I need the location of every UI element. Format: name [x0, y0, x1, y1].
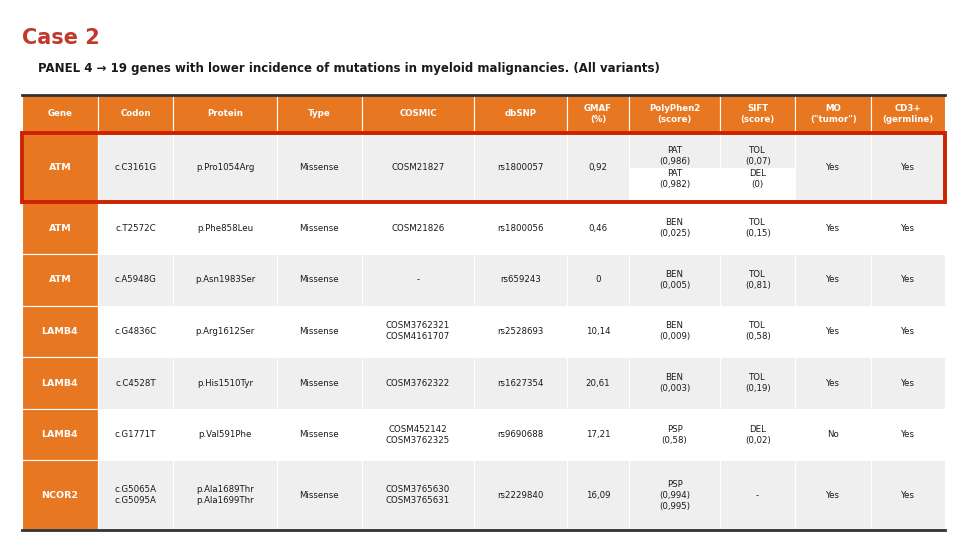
Bar: [796, 461, 871, 530]
Text: Yes: Yes: [827, 327, 840, 336]
Text: LAMB4: LAMB4: [41, 379, 78, 388]
Bar: [720, 357, 796, 409]
Bar: [362, 254, 474, 306]
Bar: [720, 306, 796, 357]
Bar: [174, 461, 276, 530]
Text: COSM21827: COSM21827: [392, 163, 444, 172]
Bar: [276, 202, 362, 254]
Text: p.Phe858Leu: p.Phe858Leu: [197, 224, 253, 233]
Text: Yes: Yes: [827, 491, 840, 500]
Bar: [276, 306, 362, 357]
Bar: [98, 202, 174, 254]
Text: rs1627354: rs1627354: [497, 379, 543, 388]
Bar: [362, 202, 474, 254]
Bar: [720, 167, 796, 202]
Text: c.G5065A
c.G5095A: c.G5065A c.G5095A: [114, 485, 156, 505]
Bar: [174, 357, 276, 409]
Bar: [98, 254, 174, 306]
Text: Missense: Missense: [300, 379, 339, 388]
Bar: [871, 409, 945, 461]
Bar: [22, 133, 945, 202]
Bar: [22, 306, 98, 357]
Text: COSM3762322: COSM3762322: [386, 379, 450, 388]
Text: Yes: Yes: [901, 224, 915, 233]
Bar: [566, 95, 630, 133]
Bar: [22, 461, 98, 530]
Bar: [174, 409, 276, 461]
Bar: [276, 357, 362, 409]
Text: rs2229840: rs2229840: [497, 491, 543, 500]
Text: -: -: [417, 275, 420, 284]
Text: MO
("tumor"): MO ("tumor"): [810, 104, 856, 124]
Text: Yes: Yes: [827, 224, 840, 233]
Bar: [630, 306, 720, 357]
Text: Case 2: Case 2: [22, 28, 100, 48]
Bar: [276, 254, 362, 306]
Bar: [871, 133, 945, 202]
Text: 20,61: 20,61: [586, 379, 611, 388]
Text: c.C4528T: c.C4528T: [115, 379, 156, 388]
Bar: [98, 461, 174, 530]
Bar: [276, 461, 362, 530]
Text: Protein: Protein: [207, 110, 243, 118]
Bar: [720, 409, 796, 461]
Text: c.T2572C: c.T2572C: [115, 224, 156, 233]
Bar: [474, 133, 566, 202]
Text: PolyPhen2
(score): PolyPhen2 (score): [649, 104, 700, 124]
Text: rs1800057: rs1800057: [497, 163, 543, 172]
Text: LAMB4: LAMB4: [41, 430, 78, 439]
Text: PAT
(0,986)
PAT
(0,982): PAT (0,986) PAT (0,982): [659, 146, 690, 188]
Bar: [362, 357, 474, 409]
Text: Gene: Gene: [47, 110, 72, 118]
Bar: [174, 202, 276, 254]
Text: Missense: Missense: [300, 491, 339, 500]
Bar: [566, 461, 630, 530]
Bar: [566, 306, 630, 357]
Text: c.G1771T: c.G1771T: [115, 430, 156, 439]
Text: 0: 0: [595, 275, 601, 284]
Text: -: -: [756, 491, 759, 500]
Text: Yes: Yes: [827, 275, 840, 284]
Text: Type: Type: [308, 110, 330, 118]
Bar: [474, 95, 566, 133]
Bar: [22, 254, 98, 306]
Bar: [630, 202, 720, 254]
Text: Missense: Missense: [300, 327, 339, 336]
Text: BEN
(0,003): BEN (0,003): [659, 373, 690, 393]
Text: PSP
(0,994)
(0,995): PSP (0,994) (0,995): [660, 480, 690, 511]
Text: 10,14: 10,14: [586, 327, 611, 336]
Bar: [22, 202, 98, 254]
Bar: [98, 133, 174, 202]
Text: Missense: Missense: [300, 224, 339, 233]
Text: SIFT
(score): SIFT (score): [740, 104, 775, 124]
Bar: [720, 461, 796, 530]
Bar: [871, 306, 945, 357]
Bar: [22, 409, 98, 461]
Text: Codon: Codon: [120, 110, 151, 118]
Text: TOL
(0,58): TOL (0,58): [745, 321, 771, 341]
Text: rs1800056: rs1800056: [497, 224, 543, 233]
Text: p.Arg1612Ser: p.Arg1612Ser: [196, 327, 254, 336]
Text: p.Val591Phe: p.Val591Phe: [199, 430, 252, 439]
Text: TOL
(0,15): TOL (0,15): [745, 218, 771, 238]
Text: NCOR2: NCOR2: [41, 491, 79, 500]
Text: Yes: Yes: [901, 430, 915, 439]
Text: 16,09: 16,09: [586, 491, 611, 500]
Text: Missense: Missense: [300, 430, 339, 439]
Bar: [474, 357, 566, 409]
Text: p.Ala1689Thr
p.Ala1699Thr: p.Ala1689Thr p.Ala1699Thr: [196, 485, 254, 505]
Bar: [720, 133, 796, 202]
Bar: [630, 461, 720, 530]
Bar: [630, 357, 720, 409]
Bar: [566, 133, 630, 202]
Text: PSP
(0,58): PSP (0,58): [661, 424, 687, 445]
Text: p.Asn1983Ser: p.Asn1983Ser: [195, 275, 255, 284]
Text: COSM3765630
COSM3765631: COSM3765630 COSM3765631: [386, 485, 450, 505]
Text: BEN
(0,025): BEN (0,025): [659, 218, 690, 238]
Text: PANEL 4 → 19 genes with lower incidence of mutations in myeloid malignancies. (A: PANEL 4 → 19 genes with lower incidence …: [38, 62, 660, 75]
Bar: [796, 254, 871, 306]
Text: BEN
(0,009): BEN (0,009): [659, 321, 690, 341]
Text: GMAF
(%): GMAF (%): [584, 104, 612, 124]
Text: COSM21826: COSM21826: [392, 224, 444, 233]
Bar: [362, 133, 474, 202]
